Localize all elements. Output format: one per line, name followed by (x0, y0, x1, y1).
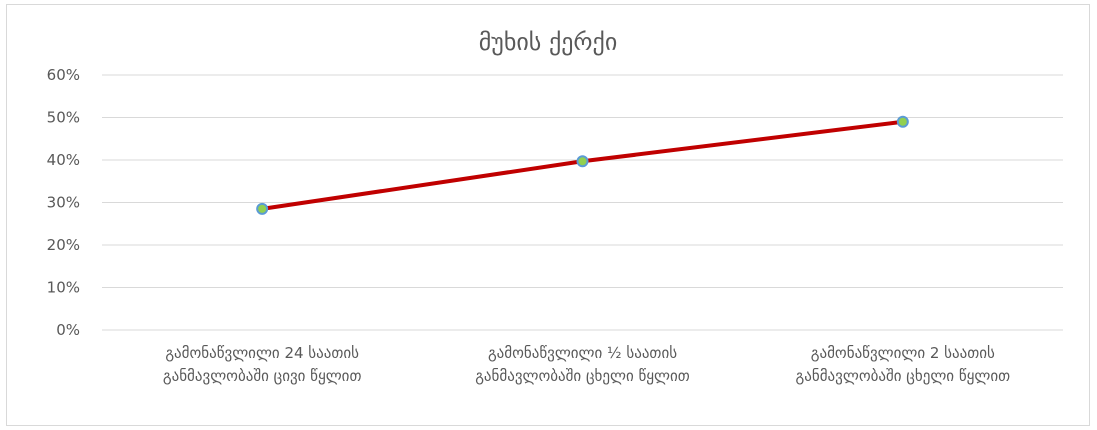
x-axis-categories: გამონაწვლილი 24 საათის განმავლობაში ცივი … (163, 344, 1010, 385)
y-tick-label: 30% (47, 194, 80, 212)
y-tick-label: 50% (47, 109, 80, 127)
chart-title: მუხის ქერქი (479, 28, 618, 56)
x-category-label: გამონაწვლილი 2 საათის განმავლობაში ცხელი … (796, 344, 1011, 385)
data-point (576, 155, 589, 168)
gridlines (102, 74, 1063, 331)
y-tick-label: 40% (47, 151, 80, 169)
chart-frame (6, 4, 1090, 426)
y-tick-label: 20% (47, 236, 80, 254)
y-tick-label: 10% (47, 279, 80, 297)
data-point (896, 115, 909, 128)
y-tick-label: 60% (47, 66, 80, 84)
data-point (256, 202, 269, 215)
series (256, 115, 909, 215)
x-category-label: გამონაწვლილი ½ საათის განმავლობაში ცხელი … (475, 344, 690, 385)
x-category-label: გამონაწვლილი 24 საათის განმავლობაში ცივი … (163, 344, 362, 385)
y-tick-label: 0% (56, 321, 80, 339)
y-axis-ticks: 0% 10% 20% 30% 40% 50% 60% (47, 66, 80, 339)
